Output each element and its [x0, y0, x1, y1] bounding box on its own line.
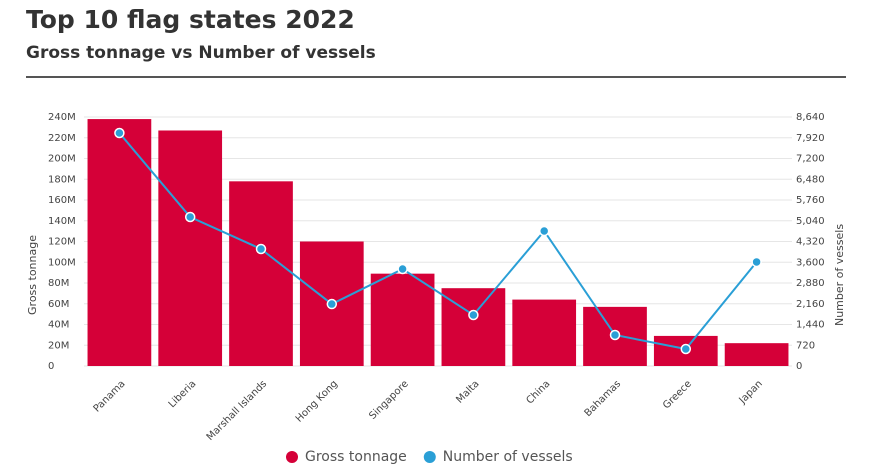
- y-tick-label: 200M: [48, 154, 76, 165]
- y2-tick-label: 5,040: [796, 216, 825, 227]
- x-tick-label: Liberia: [167, 378, 199, 410]
- y2-tick-label: 3,600: [796, 257, 825, 268]
- bar: [724, 343, 789, 366]
- x-tick-label: Panama: [92, 378, 128, 414]
- x-tick-label: Hong Kong: [294, 378, 340, 424]
- chart-title: Top 10 flag states 2022: [26, 5, 355, 34]
- y-tick-label: 140M: [48, 216, 76, 227]
- y-axis-title: Gross tonnage: [26, 235, 39, 315]
- y2-tick-label: 0: [796, 361, 802, 372]
- y2-tick-label: 7,920: [796, 133, 825, 144]
- y2-tick-label: 8,640: [796, 112, 825, 123]
- x-tick-label: Singapore: [367, 378, 410, 421]
- line: [118, 132, 758, 351]
- y2-tick-label: 6,480: [796, 174, 825, 185]
- bar: [87, 119, 152, 366]
- legend-label: Number of vessels: [443, 449, 573, 465]
- line-point: [468, 309, 479, 321]
- y-tick-label: 240M: [48, 112, 76, 123]
- line-point: [397, 263, 408, 275]
- line-point: [680, 343, 692, 355]
- y2-tick-label: 7,200: [796, 154, 825, 165]
- legend-marker: [423, 451, 436, 463]
- y2-tick-label: 1,440: [796, 320, 825, 331]
- y2-tick-label: 5,760: [796, 195, 825, 206]
- y2-tick-label: 720: [796, 340, 815, 351]
- y2-tick-label: 2,880: [796, 278, 825, 289]
- line-point: [255, 243, 267, 255]
- x-tick-label: Japan: [737, 378, 765, 406]
- legend-marker: [286, 451, 298, 463]
- bar: [512, 299, 577, 366]
- line-point: [114, 127, 125, 139]
- line-point: [751, 256, 762, 268]
- y-tick-label: 160M: [48, 195, 76, 206]
- line-point: [184, 211, 196, 223]
- chart-subtitle: Gross tonnage vs Number of vessels: [26, 43, 376, 63]
- x-tick-label: Bahamas: [583, 378, 624, 419]
- y2-tick-label: 4,320: [796, 237, 825, 248]
- legend-label: Gross tonnage: [305, 449, 407, 465]
- x-tick-label: Malta: [454, 378, 481, 405]
- x-tick-label: China: [524, 378, 552, 406]
- bar: [229, 181, 293, 366]
- y-tick-label: 120M: [48, 237, 76, 248]
- y2-tick-label: 2,160: [796, 299, 825, 310]
- bar: [158, 130, 223, 366]
- line-point: [326, 298, 338, 310]
- line-point: [609, 329, 621, 341]
- line-point: [538, 225, 550, 237]
- y2-axis-title: Number of vessels: [833, 224, 846, 326]
- y-tick-label: 60M: [48, 299, 69, 310]
- y-tick-label: 220M: [48, 133, 76, 144]
- y-tick-label: 180M: [48, 174, 76, 185]
- x-tick-label: Marshall Islands: [205, 378, 270, 443]
- y-tick-label: 100M: [48, 257, 76, 268]
- y-tick-label: 0: [48, 361, 54, 372]
- y-tick-label: 40M: [48, 320, 69, 331]
- y-tick-label: 80M: [48, 278, 69, 289]
- y-tick-label: 20M: [48, 340, 69, 351]
- x-tick-label: Greece: [661, 378, 694, 411]
- bar: [370, 273, 435, 366]
